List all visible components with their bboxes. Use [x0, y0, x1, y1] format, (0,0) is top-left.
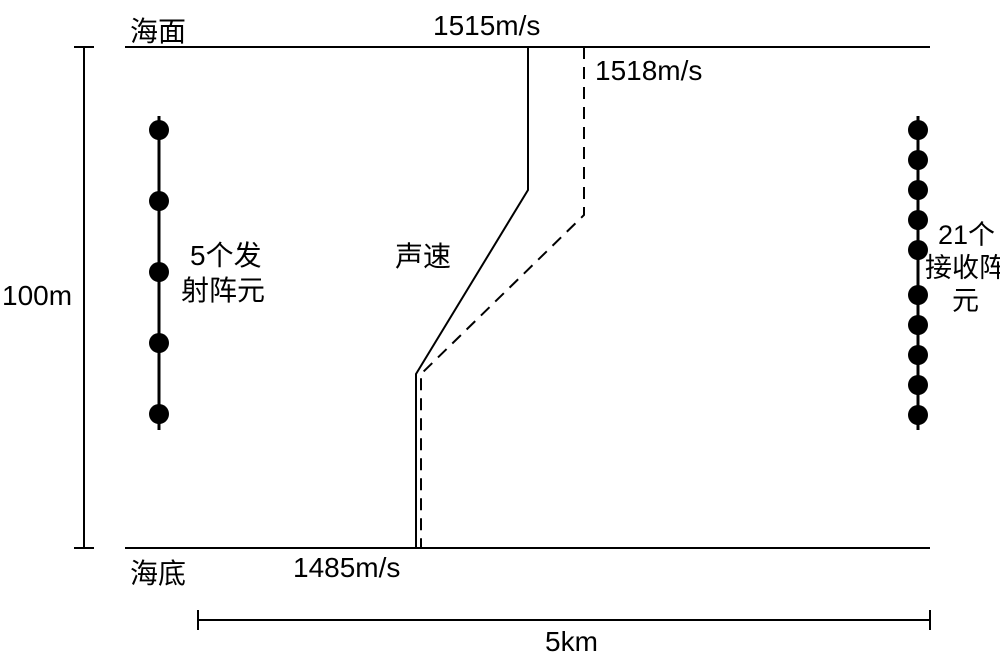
label-top-speed: 1515m/s	[433, 10, 540, 42]
label-sea-surface: 海面	[130, 10, 186, 50]
sound-speed-solid	[416, 47, 528, 548]
rx-element-9	[908, 375, 928, 395]
rx-element-7	[908, 315, 928, 335]
diagram-root: { "canvas": { "w": 1000, "h": 659, "bg":…	[0, 0, 1000, 659]
label-rx-l3: 元	[952, 279, 979, 318]
rx-element-6	[908, 285, 928, 305]
rx-element-4	[908, 210, 928, 230]
rx-element-8	[908, 345, 928, 365]
label-sound-speed: 声速	[395, 235, 451, 275]
label-width: 5km	[545, 626, 598, 658]
label-bottom-speed: 1485m/s	[293, 552, 400, 584]
rx-element-10	[908, 405, 928, 425]
rx-element-1	[908, 120, 928, 140]
tx-element-2	[149, 191, 169, 211]
tx-element-1	[149, 120, 169, 140]
tx-element-4	[149, 333, 169, 353]
tx-element-3	[149, 262, 169, 282]
rx-element-3	[908, 180, 928, 200]
tx-element-5	[149, 404, 169, 424]
label-tx-l2: 射阵元	[181, 269, 265, 309]
sound-speed-dashed	[421, 47, 584, 548]
label-depth: 100m	[2, 280, 72, 312]
label-top-speed-dashed: 1518m/s	[595, 55, 702, 87]
rx-element-2	[908, 150, 928, 170]
label-tx-l1: 5个发	[190, 234, 262, 274]
label-sea-bottom: 海底	[130, 552, 186, 592]
